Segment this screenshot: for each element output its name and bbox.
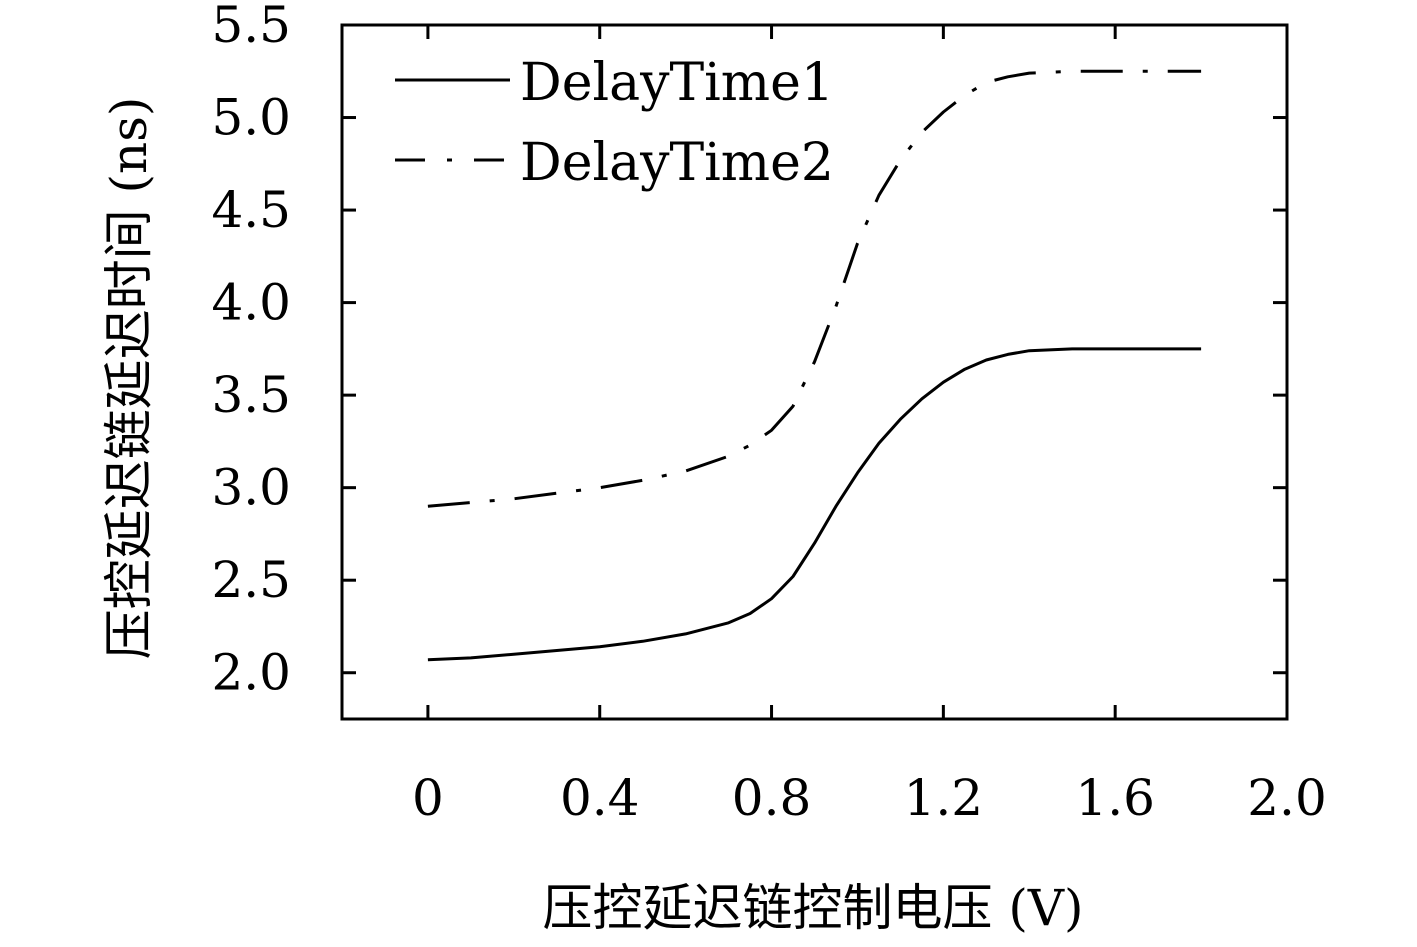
y-tick-label: 5.5 [211,0,291,54]
y-tick-label: 2.5 [211,551,291,609]
legend-label-DelayTime1: DelayTime1 [520,53,834,113]
series-line-DelayTime1 [427,347,1202,662]
series-layer [427,69,1202,662]
x-tick-label: 0 [412,769,444,827]
x-tick-label: 0.8 [732,769,812,827]
plot-area [340,23,1289,721]
legend: DelayTime1 DelayTime2 [395,53,834,193]
x-tick-label: 1.6 [1075,769,1155,827]
y-tick-label: 5.0 [211,89,291,147]
y-axis-title: 压控延迟链延迟时间 (ns) [100,97,158,660]
y-tick-label: 4.0 [211,274,291,332]
y-tick-label: 3.0 [211,459,291,517]
x-axis-title: 压控延迟链控制电压 (V) [542,879,1083,937]
plot-frame [340,23,1289,721]
series-line-DelayTime2 [427,69,1202,508]
x-tick-label: 1.2 [904,769,984,827]
y-tick-label: 4.5 [211,181,291,239]
y-tick-label: 3.5 [211,366,291,424]
y-tick-label: 2.0 [211,644,291,702]
legend-label-DelayTime2: DelayTime2 [520,133,834,193]
ticks-layer: 0 0.4 0.8 1.2 1.6 2.0 2.0 2.5 3.0 3.5 4.0 4.5 5.0 5.5 [211,0,1326,827]
x-tick-label: 2.0 [1247,769,1327,827]
x-tick-label: 0.4 [560,769,640,827]
